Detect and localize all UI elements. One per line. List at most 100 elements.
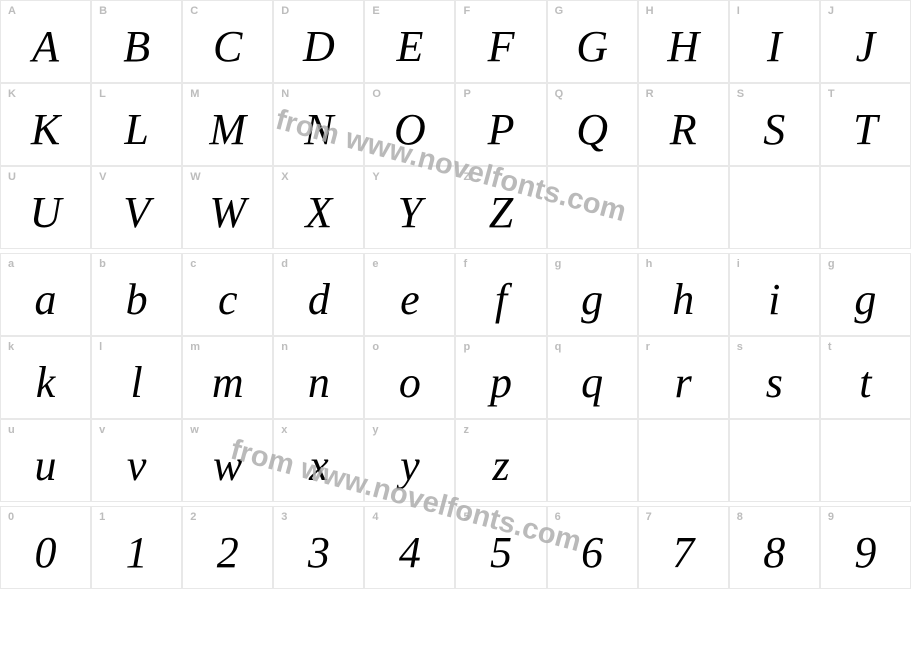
glyph-key-label: d [281, 258, 288, 270]
glyph-cell: rr [638, 336, 729, 419]
glyph-cell: hh [638, 253, 729, 336]
glyph-cell: mm [182, 336, 273, 419]
glyph-key-label: n [281, 341, 288, 353]
glyph-cell: 00 [0, 506, 91, 589]
glyph-row: aabbccddeeffgghhiigg [0, 253, 911, 336]
glyph-cell: KK [0, 83, 91, 166]
glyph-char: 2 [217, 531, 239, 575]
glyph-char: Y [398, 191, 422, 235]
glyph-cell: ss [729, 336, 820, 419]
glyph-char: S [763, 108, 785, 152]
glyph-cell: NN [273, 83, 364, 166]
glyph-cell: cc [182, 253, 273, 336]
glyph-key-label: m [190, 341, 200, 353]
glyph-key-label: z [463, 424, 469, 436]
glyph-char: a [35, 278, 57, 322]
glyph-key-label: h [646, 258, 653, 270]
glyph-key-label: M [190, 88, 200, 100]
glyph-cell [547, 419, 638, 502]
glyph-key-label: L [99, 88, 106, 100]
glyph-key-label: k [8, 341, 15, 353]
glyph-char: k [36, 361, 56, 405]
glyph-char: V [123, 191, 150, 235]
glyph-cell: PP [455, 83, 546, 166]
glyph-char: y [400, 444, 420, 488]
glyph-cell: ee [364, 253, 455, 336]
glyph-key-label: e [372, 258, 379, 270]
glyph-cell: xx [273, 419, 364, 502]
glyph-key-label: J [828, 5, 835, 17]
glyph-key-label: l [99, 341, 103, 353]
glyph-cell: 22 [182, 506, 273, 589]
glyph-char: F [488, 25, 515, 69]
glyph-char: s [766, 361, 783, 405]
glyph-cell [547, 166, 638, 249]
glyph-cell: XX [273, 166, 364, 249]
glyph-char: 0 [35, 531, 57, 575]
glyph-char: D [303, 25, 335, 69]
glyph-char: N [304, 108, 333, 152]
glyph-key-label: H [646, 5, 654, 17]
glyph-char: C [213, 25, 242, 69]
glyph-cell: gg [820, 253, 911, 336]
glyph-key-label: D [281, 5, 289, 17]
glyph-row: uuvvwwxxyyzz [0, 419, 911, 502]
glyph-key-label: K [8, 88, 16, 100]
glyph-cell: RR [638, 83, 729, 166]
glyph-char: Q [576, 108, 608, 152]
glyph-key-label: W [190, 171, 201, 183]
glyph-char: 1 [126, 531, 148, 575]
glyph-key-label: 3 [281, 511, 288, 523]
glyph-cell: gg [547, 253, 638, 336]
glyph-key-label: v [99, 424, 106, 436]
glyph-cell [638, 419, 729, 502]
glyph-cell: aa [0, 253, 91, 336]
glyph-key-label: T [828, 88, 835, 100]
glyph-char: X [305, 191, 332, 235]
glyph-cell: ll [91, 336, 182, 419]
glyph-cell: WW [182, 166, 273, 249]
glyph-row: 00112233445566778899 [0, 506, 911, 589]
glyph-char: c [218, 278, 238, 322]
glyph-row: kkllmmnnooppqqrrsstt [0, 336, 911, 419]
glyph-cell: MM [182, 83, 273, 166]
glyph-char: v [127, 444, 147, 488]
glyph-key-label: Z [463, 171, 470, 183]
glyph-cell: yy [364, 419, 455, 502]
glyph-char: H [667, 25, 699, 69]
glyph-cell: 11 [91, 506, 182, 589]
glyph-key-label: g [828, 258, 835, 270]
glyph-char: K [31, 108, 60, 152]
glyph-row: KKLLMMNNOOPPQQRRSSTT [0, 83, 911, 166]
glyph-char: n [308, 361, 330, 405]
glyph-key-label: 7 [646, 511, 653, 523]
glyph-key-label: f [463, 258, 467, 270]
glyph-cell: bb [91, 253, 182, 336]
glyph-row: AABBCCDDEEFFGGHHIIJJ [0, 0, 911, 83]
glyph-char: W [209, 191, 246, 235]
glyph-char: Z [489, 191, 513, 235]
glyph-cell: 88 [729, 506, 820, 589]
glyph-key-label: t [828, 341, 832, 353]
glyph-key-label: 9 [828, 511, 835, 523]
glyph-key-label: 2 [190, 511, 197, 523]
glyph-char: 6 [581, 531, 603, 575]
glyph-char: M [209, 108, 246, 152]
glyph-char: r [675, 361, 692, 405]
glyph-key-label: a [8, 258, 15, 270]
glyph-key-label: w [190, 424, 199, 436]
glyph-cell: GG [547, 0, 638, 83]
glyph-key-label: u [8, 424, 15, 436]
glyph-key-label: 6 [555, 511, 562, 523]
glyph-char: l [131, 361, 143, 405]
glyph-cell: II [729, 0, 820, 83]
glyph-cell: oo [364, 336, 455, 419]
glyph-key-label: C [190, 5, 198, 17]
glyph-char: 3 [308, 531, 330, 575]
glyph-cell: ff [455, 253, 546, 336]
glyph-cell: LL [91, 83, 182, 166]
glyph-cell: 99 [820, 506, 911, 589]
glyph-char: 8 [763, 531, 785, 575]
glyph-grid: AABBCCDDEEFFGGHHIIJJKKLLMMNNOOPPQQRRSSTT… [0, 0, 911, 589]
glyph-cell: DD [273, 0, 364, 83]
